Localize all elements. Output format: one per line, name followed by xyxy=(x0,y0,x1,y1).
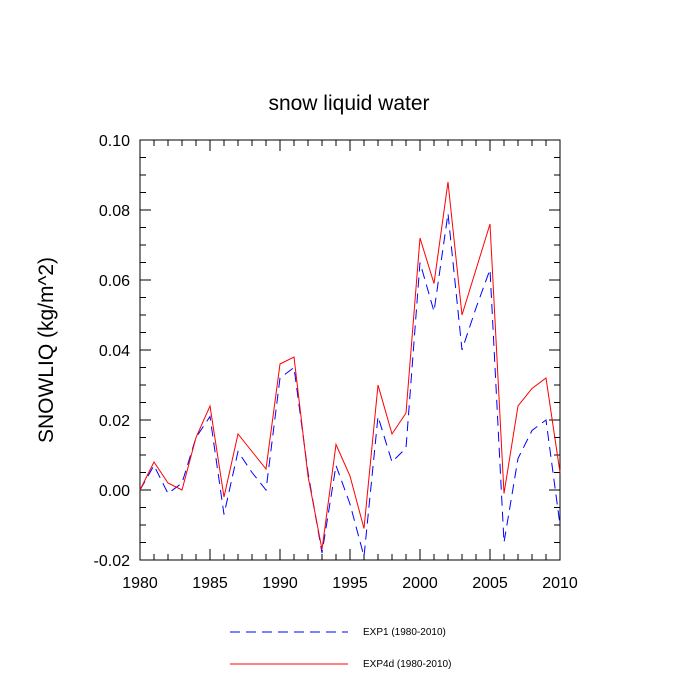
x-tick-labels: 1980 1985 1990 1995 2000 2005 2010 xyxy=(122,575,578,592)
series-line-exp1 xyxy=(139,213,561,557)
y-tick-label: 0.10 xyxy=(99,133,130,150)
chart-title: snow liquid water xyxy=(268,92,429,115)
y-tick-label: 0.08 xyxy=(99,203,130,220)
x-tick-label: 2005 xyxy=(472,575,508,592)
y-tick-label: -0.02 xyxy=(94,553,131,570)
x-tick-label: 1995 xyxy=(332,575,368,592)
series-line-exp4d xyxy=(139,181,561,550)
legend-label-exp1: EXP1 (1980-2010) xyxy=(363,627,446,638)
legend-label-exp4d: EXP4d (1980-2010) xyxy=(363,659,451,670)
x-tick-label: 1980 xyxy=(122,575,158,592)
minor-ticks xyxy=(140,140,560,560)
y-tick-label: 0.04 xyxy=(99,343,130,360)
legend: EXP1 (1980-2010) EXP4d (1980-2010) xyxy=(230,627,451,670)
y-tick-label: 0.00 xyxy=(99,483,130,500)
y-axis-label: SNOWLIQ (kg/m^2) xyxy=(35,257,58,443)
plot-area xyxy=(139,139,561,561)
series-lines xyxy=(139,181,561,557)
major-ticks xyxy=(139,139,561,561)
y-tick-label: 0.06 xyxy=(99,273,130,290)
x-tick-label: 1990 xyxy=(262,575,298,592)
y-tick-label: 0.02 xyxy=(99,413,130,430)
y-tick-labels: -0.02 0.00 0.02 0.04 0.06 0.08 0.10 xyxy=(94,133,131,570)
x-tick-label: 2010 xyxy=(542,575,578,592)
x-tick-label: 2000 xyxy=(402,575,438,592)
x-tick-label: 1985 xyxy=(192,575,228,592)
